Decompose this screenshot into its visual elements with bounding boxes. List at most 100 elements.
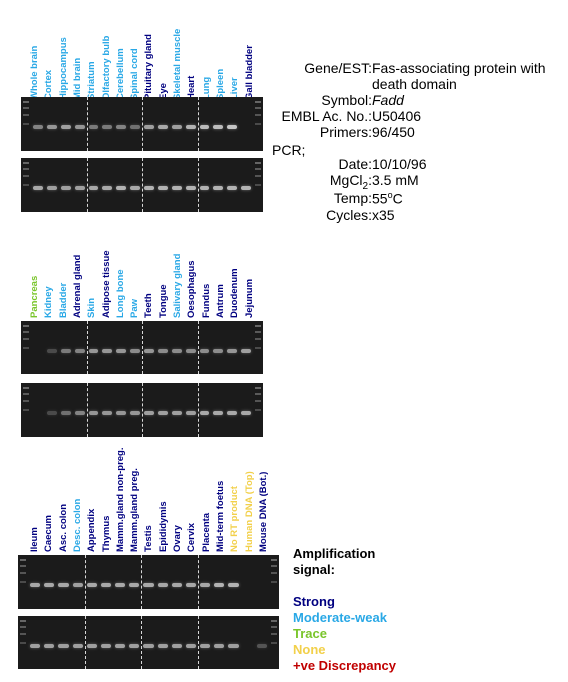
ladder-lane <box>255 325 261 370</box>
lane-label-text: Salivary gland <box>172 253 183 318</box>
lane-label: Teeth <box>143 226 156 318</box>
lane-label: Pancreas <box>29 226 42 318</box>
lane-label: Spleen <box>215 8 228 100</box>
group-divider <box>198 555 200 609</box>
lane-label-text: Ovary <box>172 525 183 552</box>
gel-band <box>241 411 251 415</box>
gel-band <box>143 644 154 648</box>
lane-label-text: Skeletal muscle <box>172 28 183 100</box>
gel-band <box>115 583 126 587</box>
lane-label-text: Antrum <box>214 284 226 318</box>
lane-label: Jejunum <box>243 226 257 318</box>
lane-label: Thymus <box>101 460 114 552</box>
lane-label-text: Adrenal gland <box>71 254 83 318</box>
legend-title-line-2: signal: <box>293 562 335 577</box>
pcr-key: PCR; <box>272 142 306 158</box>
lane-label: Adipose tissue <box>101 226 114 318</box>
lane-label-text: Caecum <box>43 515 55 552</box>
gel-band <box>102 411 113 415</box>
lane-label-text: Desc. colon <box>71 498 83 552</box>
lane-label: Oesophagus <box>186 226 199 318</box>
lane-label-text: Paw <box>129 298 141 318</box>
lane-label: Bladder <box>58 226 71 318</box>
lane-label-text: Skin <box>86 297 98 318</box>
ladder-lane <box>23 101 29 147</box>
ladder-lane <box>271 620 277 665</box>
gel-band <box>116 125 127 129</box>
lane-label: Cervix <box>186 460 199 552</box>
gel-band <box>227 125 238 129</box>
lane-label-text: Tongue <box>157 284 169 318</box>
lane-label: Heart <box>186 8 199 100</box>
gel-band <box>130 411 140 415</box>
lane-label: Kidney <box>43 226 56 318</box>
gel-band <box>171 644 182 648</box>
lane-label-text: Pituitary gland <box>143 34 155 100</box>
date-key: Date: <box>338 156 372 172</box>
lane-label-text: Pancreas <box>29 275 40 318</box>
lane-label: Testis <box>143 460 156 552</box>
lane-label-text: Mid brain <box>71 57 83 100</box>
ladder-lane <box>23 325 29 370</box>
gel-band <box>144 186 154 190</box>
gel-band <box>157 186 168 190</box>
gel-band <box>46 411 57 415</box>
gel-band <box>213 186 224 190</box>
gel-band <box>130 186 140 190</box>
legend-item-moderate-weak: Moderate-weak <box>293 610 387 625</box>
amplification-legend: Amplification signal: Strong Moderate-we… <box>293 546 396 674</box>
ladder-lane <box>255 162 261 208</box>
group-divider <box>86 383 88 437</box>
lane-label-text: Olfactory bulb <box>100 35 112 100</box>
gel-band <box>33 125 43 129</box>
gel-band <box>46 125 57 129</box>
lane-label: Antrum <box>214 226 228 318</box>
gel-band <box>256 644 267 648</box>
gel-band <box>116 186 127 190</box>
gel-band <box>213 349 224 353</box>
gel-band <box>116 411 127 415</box>
lane-label: Mamm.gland preg. <box>129 460 142 552</box>
gel-band <box>171 349 182 353</box>
temp-value: 55oC <box>372 190 403 207</box>
lane-label-text: Appendix <box>86 508 98 552</box>
lane-label: Asc. colon <box>57 460 71 552</box>
primers-value: 96/450 <box>372 124 415 140</box>
pcr-info-block: Gene/EST: Fas-associating protein with d… <box>270 60 568 230</box>
lane-label-text: Jejunum <box>243 278 255 318</box>
lane-label-text: No RT product <box>229 486 241 552</box>
gel-band <box>171 186 182 190</box>
lane-label: Skin <box>86 226 99 318</box>
lane-label-text: Mouse DNA (Bot.) <box>257 471 269 552</box>
cycles-value: x35 <box>372 207 395 223</box>
lane-label-text: Cerebellum <box>114 48 126 100</box>
gel-band <box>200 583 211 587</box>
gel-band <box>157 411 168 415</box>
gel-band <box>58 644 69 648</box>
lane-label: Epididymis <box>158 460 171 552</box>
symbol-key: Symbol: <box>321 92 372 108</box>
gel-band <box>185 644 197 648</box>
symbol-value: Fadd <box>372 92 404 108</box>
lane-label-text: Asc. colon <box>57 503 69 552</box>
group-divider <box>197 97 199 151</box>
gel-band <box>88 186 99 190</box>
gel-band <box>102 186 113 190</box>
gel-band <box>144 411 154 415</box>
gel-band <box>200 644 211 648</box>
gel-band <box>46 186 57 190</box>
gel-band <box>157 644 168 648</box>
gel-image-panel-2-bottom <box>21 383 263 437</box>
lane-label-text: Mamm.gland preg. <box>129 468 141 552</box>
lane-label: Mouse DNA (Bot.) <box>257 460 271 552</box>
embl-value: U50406 <box>372 108 422 124</box>
group-divider <box>86 158 88 212</box>
lane-label: Ileum <box>29 460 42 552</box>
gel-band <box>46 349 57 353</box>
lane-label-text: Gall bladder <box>243 45 255 100</box>
gel-band <box>144 349 154 353</box>
group-divider <box>142 321 143 374</box>
gel-band <box>74 186 85 190</box>
lane-label: Eye <box>158 8 171 100</box>
lane-label: Desc. colon <box>71 460 85 552</box>
